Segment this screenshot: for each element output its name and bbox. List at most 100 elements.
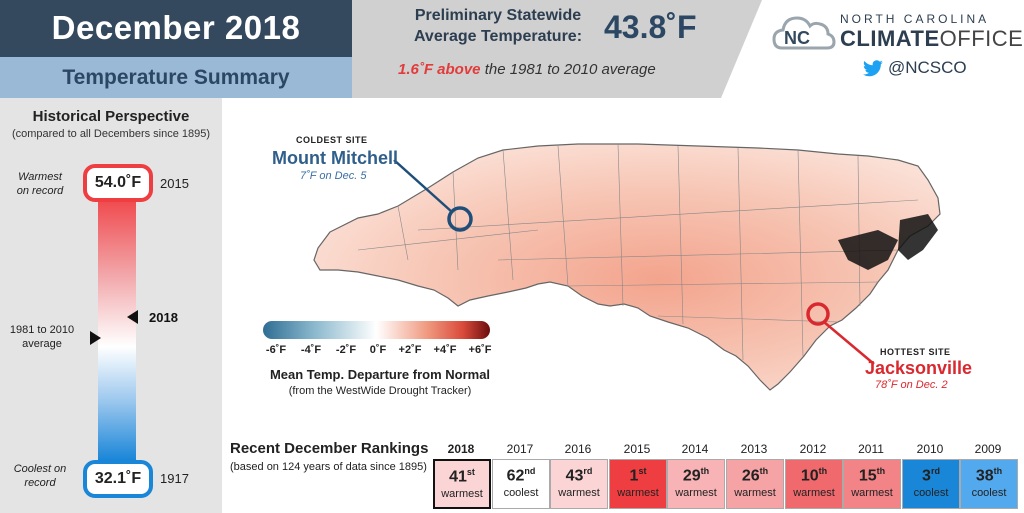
coldest-site-name: Mount Mitchell [272,148,398,168]
legend-color-scale [263,321,490,339]
anomaly-statement: 1.6˚F above the 1981 to 2010 average [398,61,656,78]
ranking-number: 62nd [506,466,536,485]
climate-office-logo-icon: NC [772,16,836,50]
logo-wordmark: CLIMATEOFFICE [840,26,1023,52]
ranking-cell: 41st warmest [433,459,491,509]
ranking-word: warmest [851,487,893,500]
thermometer-bar [98,190,136,460]
coolest-value: 32.1˚F [83,460,153,498]
ranking-suffix: th [700,466,710,476]
logo-org-name: NORTH CAROLINA [840,12,990,26]
coldest-site-marker[interactable] [447,206,473,232]
legend-title: Mean Temp. Departure from Normal [269,367,491,382]
ranking-cell: 29th warmest [667,459,725,509]
ranking-cell: 10th warmest [785,459,843,509]
ranking-year: 2010 [916,442,944,456]
coolest-year: 1917 [160,471,189,486]
historical-title: Historical Perspective [32,108,190,125]
ranking-year: 2012 [799,442,827,456]
coolest-label-line2: record [24,477,56,489]
twitter-handle[interactable]: @NCSCO [888,58,967,77]
ranking-suffix: th [876,466,886,476]
statewide-label-line1: Preliminary Statewide [414,7,582,24]
coldest-leader-line [393,159,453,213]
coldest-site-detail: 7˚F on Dec. 5 [300,170,367,182]
logo-word-climate: CLIMATE [840,26,940,51]
ranking-word: coolest [971,487,1007,500]
legend-tick: -2˚F [335,344,357,356]
state-outline [313,143,941,391]
average-marker-arrow-icon [90,331,101,345]
ranking-year: 2017 [506,442,534,456]
twitter-bird-icon [863,60,883,77]
average-label: 1981 to 2010 average [2,323,82,351]
ranking-number: 38th [975,466,1003,485]
ranking-suffix: rd [583,466,593,476]
ranking-word: coolest [913,487,949,500]
legend-subtitle: (from the WestWide Drought Tracker) [288,385,472,397]
coldest-site-heading: COLDEST SITE [296,135,368,145]
ranking-number: 29th [682,466,710,485]
ranking-cell: 26th warmest [726,459,784,509]
coolest-label-line1: Coolest on [13,463,67,475]
rankings-subtitle: (based on 124 years of data since 1895) [230,461,427,473]
ranking-word: warmest [675,487,717,500]
ranking-suffix: th [993,466,1003,476]
title-banner: December 2018 [0,0,352,57]
logo-word-office: OFFICE [939,26,1024,51]
ranking-year: 2009 [974,442,1002,456]
rankings-title: Recent December Rankings [230,440,429,457]
subtitle-banner: Temperature Summary [0,57,352,98]
ranking-cell: 1st warmest [609,459,667,509]
legend-tick: +4˚F [433,344,457,356]
ranking-year: 2013 [740,442,768,456]
legend-tick: 0˚F [369,344,387,356]
anomaly-text: the 1981 to 2010 average [480,61,656,78]
legend-tick: +6˚F [468,344,492,356]
warmest-label: Warmest on record [12,170,68,198]
average-label-line1: 1981 to 2010 [9,324,75,336]
ranking-cell: 62nd coolest [492,459,550,509]
ranking-number: 10th [800,466,828,485]
ranking-suffix: st [638,466,647,476]
ranking-year: 2015 [623,442,651,456]
current-year-marker-arrow-icon [127,310,138,324]
ranking-cell: 3rd coolest [902,459,960,509]
warmest-label-line1: Warmest [18,171,62,183]
page-title: December 2018 [51,9,301,46]
ranking-number: 3rd [922,466,940,485]
ranking-year: 2011 [858,442,884,456]
ranking-number: 1st [629,466,647,485]
county-lines [357,143,919,361]
warmest-label-line2: on record [16,185,64,197]
ranking-year: 2018 [447,442,475,456]
page-subtitle: Temperature Summary [62,66,290,89]
ranking-year: 2016 [564,442,592,456]
hottest-leader-line [823,321,875,365]
legend-tick: -6˚F [265,344,287,356]
ranking-year: 2014 [681,442,709,456]
ranking-cell: 43rd warmest [550,459,608,509]
average-label-line2: average [22,338,62,350]
ranking-suffix: st [466,467,475,477]
ranking-cell: 38th coolest [960,459,1018,509]
legend-tick: +2˚F [398,344,422,356]
ranking-suffix: rd [930,466,940,476]
hottest-site-heading: HOTTEST SITE [880,347,951,357]
warmest-year: 2015 [160,176,189,191]
ranking-word: warmest [793,487,835,500]
statewide-average-label: Preliminary Statewide Average Temperatur… [398,5,598,47]
hottest-site-marker[interactable] [806,302,830,326]
ranking-word: warmest [617,487,659,500]
sounds-and-coastline [838,214,938,270]
ranking-number: 15th [858,466,886,485]
anomaly-value: 1.6˚F above [398,61,481,78]
ranking-suffix: th [759,466,769,476]
ranking-word: warmest [441,488,483,501]
ranking-word: warmest [558,487,600,500]
nc-temperature-map [313,143,941,391]
legend-tick: -4˚F [300,344,322,356]
ranking-number: 41st [449,467,475,486]
stats-banner [352,0,762,98]
coolest-label: Coolest on record [12,462,68,490]
